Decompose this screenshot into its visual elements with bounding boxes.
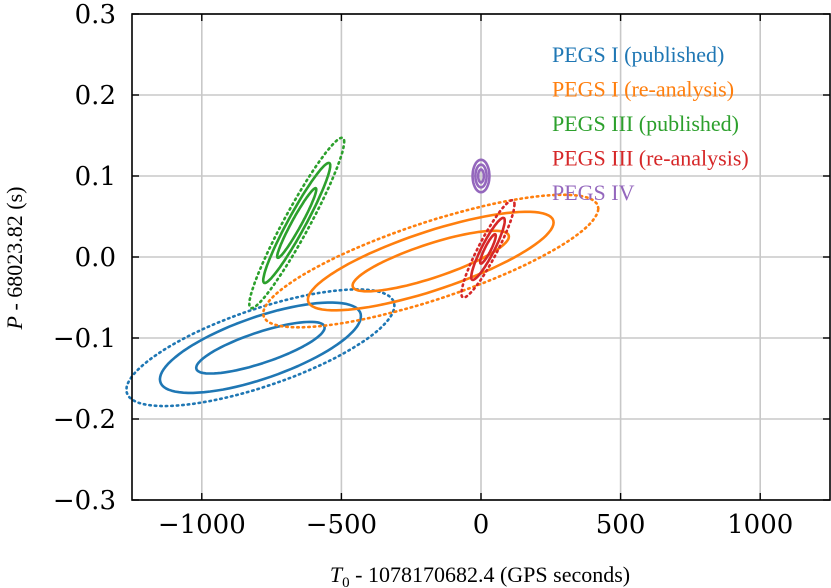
contour-1-sigma [194,320,326,375]
y-tick-label: −0.1 [53,324,116,354]
x-axis-label: T0 - 1078170682.4 (GPS seconds) [330,562,630,588]
legend-entry: PEGS I (published) [552,42,724,67]
contour-2-sigma [158,301,363,395]
contour-3-sigma [471,158,491,194]
contour-2-sigma [469,216,506,282]
y-tick-label: 0.0 [75,243,116,273]
series-4-contours [471,158,491,194]
contour-2-sigma [474,163,488,189]
contour-3-sigma [460,198,516,299]
contour-3-sigma [261,193,600,329]
contour-1-sigma [478,232,498,265]
contour-2-sigma [261,161,332,285]
legend-entry: PEGS IV [552,180,635,205]
x-tick-label: 500 [596,510,646,540]
series-1-contours [261,193,600,329]
legend-entry: PEGS III (re-analysis) [552,146,749,171]
contour-2-sigma [306,210,555,312]
axis-ticks: −1000 −500 0 500 1000 −0.3 −0.2 −0.1 0.0 0.1 0.2 0.… [53,0,830,540]
y-tick-label: 0.2 [75,81,116,111]
contour-3-sigma [248,136,346,310]
contour-layer [125,136,600,408]
series-0-contours [125,288,396,408]
legend: PEGS I (published) PEGS I (re-analysis) PE… [552,42,749,205]
legend-entry: PEGS III (published) [552,111,739,136]
legend-entry: PEGS I (re-analysis) [552,77,734,102]
contour-1-sigma [275,186,318,260]
series-2-contours [248,136,346,310]
y-tick-label: −0.2 [53,405,116,435]
x-tick-label: 0 [473,510,490,540]
y-axis-label: P - 68023.82 (s) [2,187,27,331]
x-tick-label: −1000 [158,510,246,540]
x-tick-label: −500 [306,510,377,540]
y-tick-label: 0.3 [75,0,116,30]
y-tick-label: −0.3 [53,486,116,516]
contour-1-sigma [476,168,486,184]
y-tick-label: 0.1 [75,162,116,192]
x-tick-label: 1000 [727,510,793,540]
series-3-contours [460,198,516,299]
